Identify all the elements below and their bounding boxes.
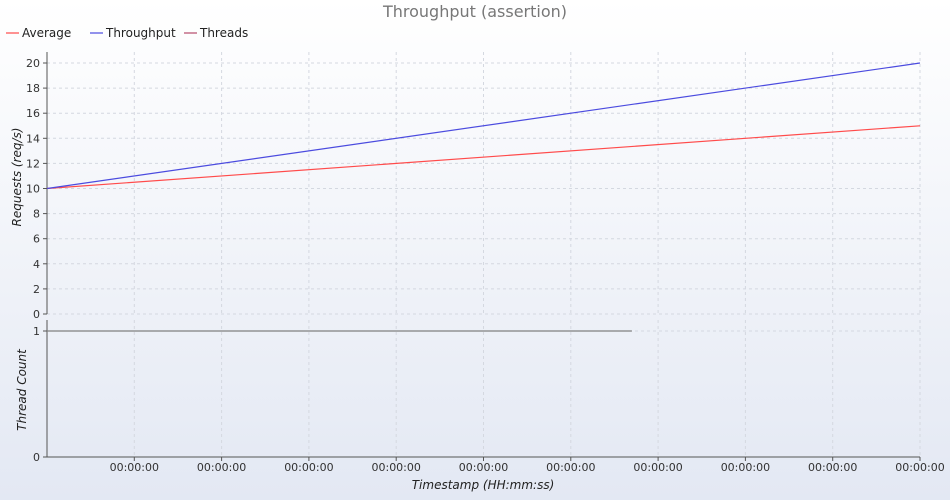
- series-line-average: [46, 125, 921, 190]
- x-tick-label: 00:00:00: [721, 461, 770, 474]
- x-tick-label: 00:00:00: [633, 461, 682, 474]
- upper-y-axis-title: Requests (req/s): [10, 128, 24, 227]
- x-tick-label: 00:00:00: [371, 461, 420, 474]
- chart-title: Throughput (assertion): [382, 2, 567, 21]
- upper-y-tick-label: 4: [33, 258, 40, 271]
- upper-y-tick-label: 16: [26, 107, 40, 120]
- lower-y-axis-title: Thread Count: [15, 348, 29, 431]
- lower-y-tick-label: 0: [33, 451, 40, 464]
- upper-y-tick-label: 2: [33, 283, 40, 296]
- x-tick-label: 00:00:00: [808, 461, 857, 474]
- x-tick-label: 00:00:00: [459, 461, 508, 474]
- legend-label-throughput: Throughput: [105, 26, 176, 40]
- lower-y-tick-label: 1: [33, 325, 40, 338]
- x-tick-label: 00:00:00: [110, 461, 159, 474]
- legend-label-average: Average: [22, 26, 71, 40]
- x-tick-label: 00:00:00: [197, 461, 246, 474]
- upper-y-tick-label: 20: [26, 57, 40, 70]
- upper-y-tick-label: 6: [33, 233, 40, 246]
- upper-y-tick-label: 14: [26, 132, 40, 145]
- x-tick-label: 00:00:00: [895, 461, 944, 474]
- upper-y-tick-label: 18: [26, 82, 40, 95]
- series-line-throughput: [46, 62, 921, 190]
- upper-panel: 0 2 4 6 8 10 12 14 16 18 20: [26, 52, 921, 321]
- upper-y-tick-label: 0: [33, 308, 40, 321]
- x-axis-title: Timestamp (HH:mm:ss): [412, 478, 555, 492]
- upper-y-tick-label: 12: [26, 157, 40, 170]
- legend-label-threads: Threads: [199, 26, 248, 40]
- legend: Average Throughput Threads: [6, 26, 248, 40]
- upper-y-tick-label: 8: [33, 208, 40, 221]
- x-tick-label: 00:00:00: [284, 461, 333, 474]
- upper-y-tick-label: 10: [26, 183, 40, 196]
- x-axis: 00:00:00 00:00:00 00:00:00 00:00:00 00:00:00…: [47, 456, 945, 474]
- x-tick-label: 00:00:00: [546, 461, 595, 474]
